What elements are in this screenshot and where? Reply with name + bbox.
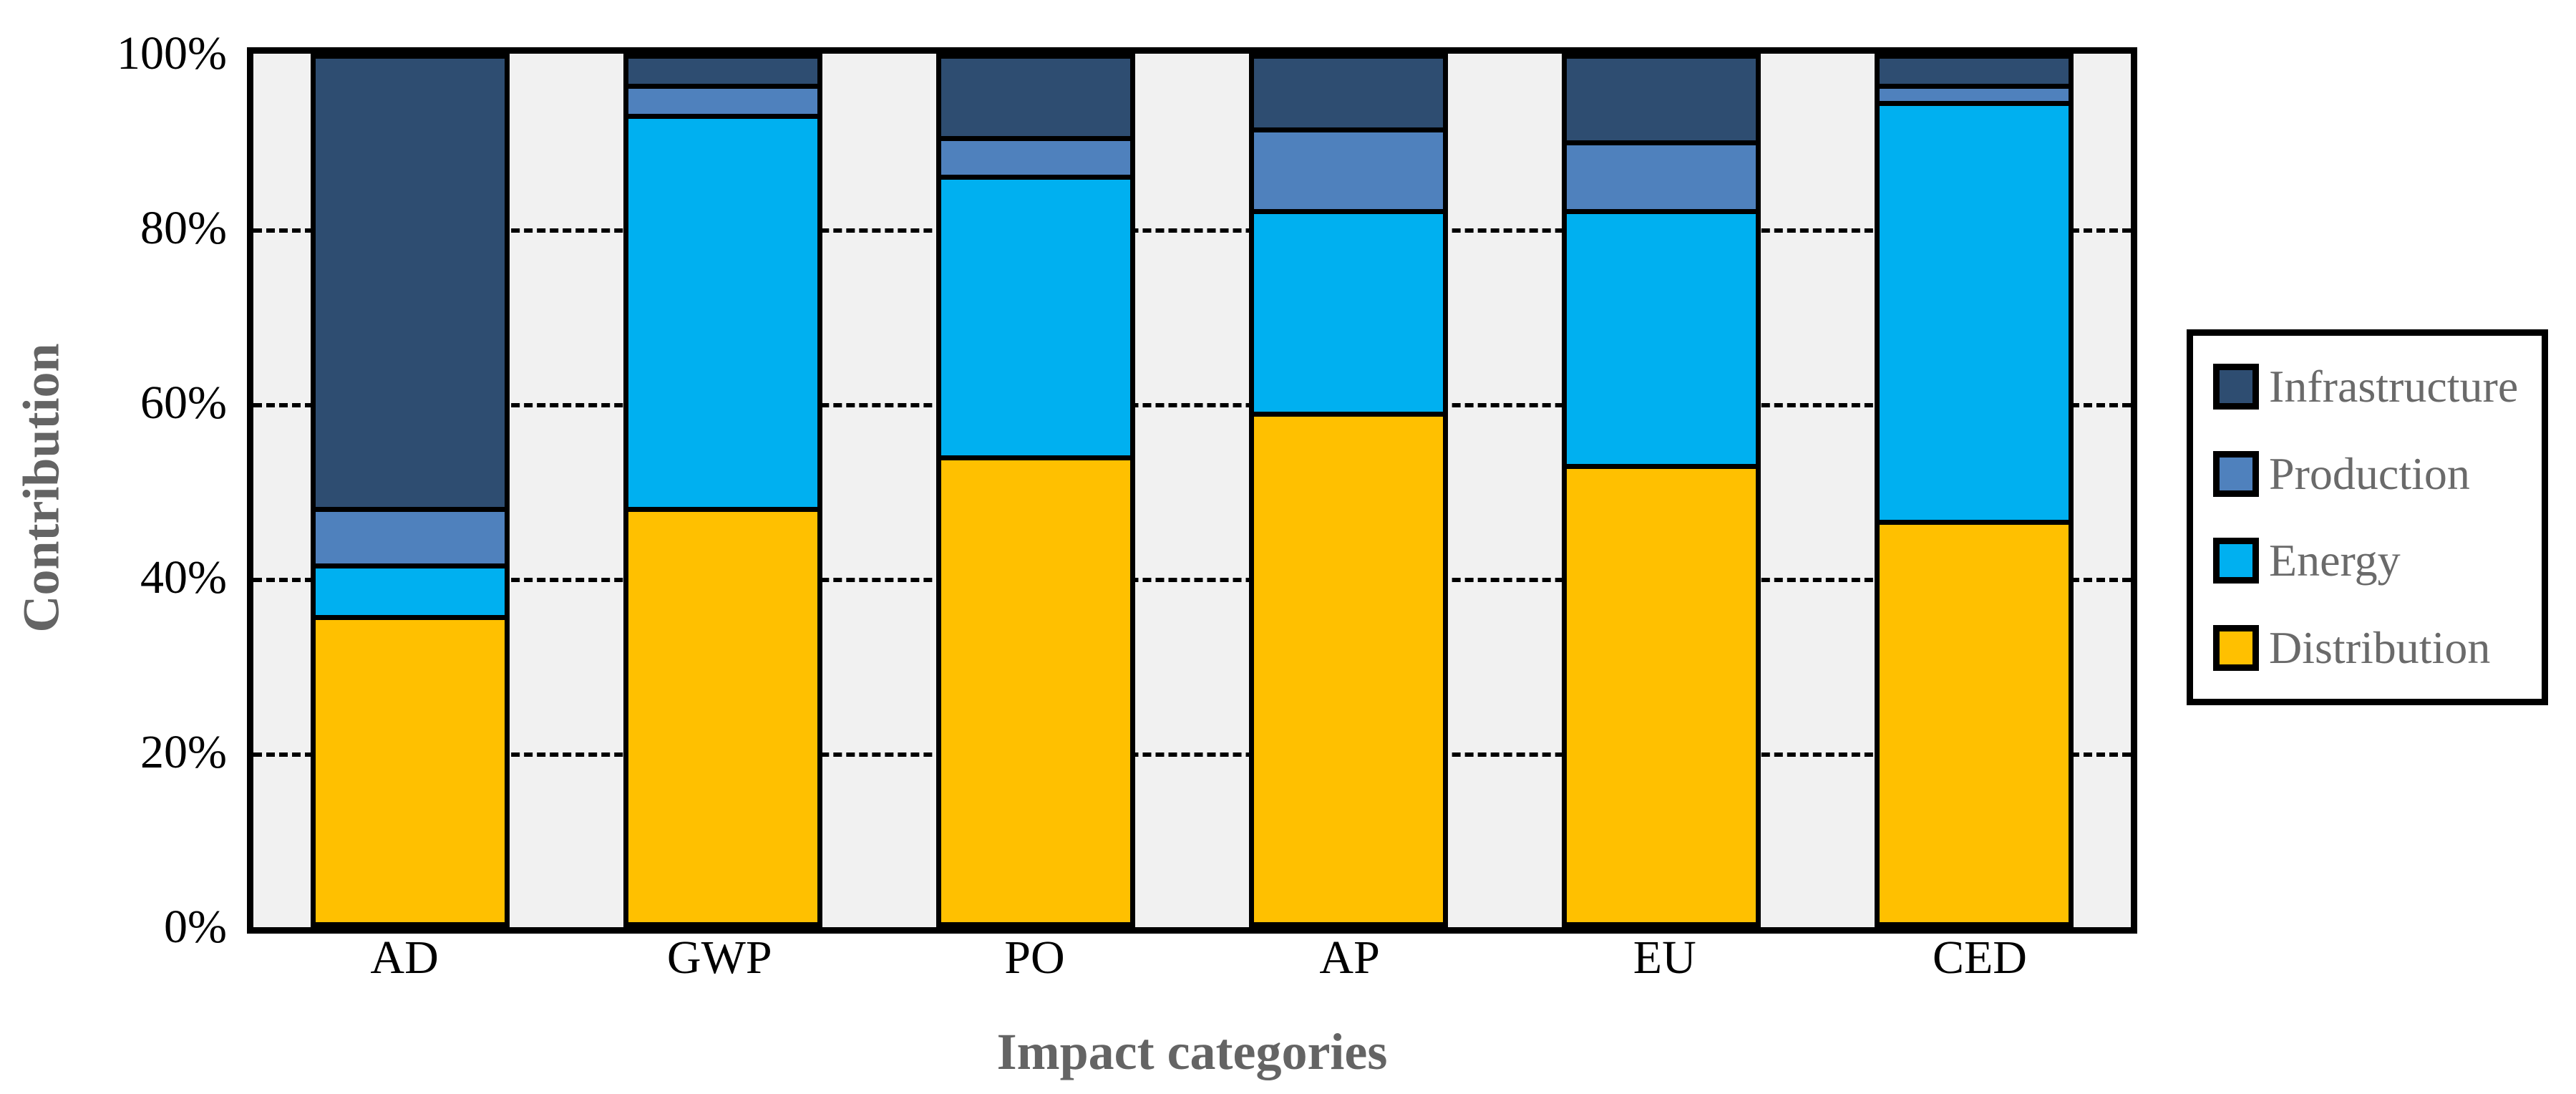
segment-eu-energy [1567,214,1756,469]
segment-ap-distribution [1254,417,1444,922]
segment-po-infrastructure [941,59,1130,141]
legend-label-infrastructure: Infrastructure [2269,360,2519,412]
segment-ad-infrastructure [315,59,505,513]
segment-gwp-energy [628,119,817,513]
legend-item-infrastructure: Infrastructure [2213,360,2542,413]
stacked-bar-ap [1249,54,1449,927]
stacked-bar-ced [1875,54,2074,927]
legend-label-distribution: Distribution [2269,622,2491,674]
bar-slot-gwp [566,54,879,927]
segment-ced-infrastructure [1880,59,2069,89]
segment-ad-production [315,512,505,568]
x-tick-label-ad: AD [370,931,439,984]
legend-item-energy: Energy [2213,534,2542,587]
legend-item-production: Production [2213,447,2542,500]
x-axis-title: Impact categories [996,1023,1388,1080]
x-tick-label-po: PO [1004,931,1065,984]
stacked-bar-ad [310,54,510,927]
bar-slot-ad [253,54,566,927]
y-tick-label-40: 40% [140,551,227,604]
segment-po-production [941,140,1130,180]
segment-ap-energy [1254,214,1444,417]
segment-eu-production [1567,145,1756,215]
segment-eu-infrastructure [1567,59,1756,145]
segment-po-energy [941,179,1130,460]
plot-area [247,47,2137,934]
legend-label-production: Production [2269,447,2470,499]
gridline-20 [253,752,2131,757]
segment-po-distribution [941,460,1130,922]
bar-slot-po [879,54,1192,927]
segment-eu-distribution [1567,468,1756,922]
gridline-80 [253,228,2131,233]
y-tick-label-20: 20% [140,726,227,778]
segment-ap-production [1254,132,1444,215]
segment-ced-distribution [1880,525,2069,922]
legend-box: Infrastructure Production Energy Distributi… [2187,329,2548,705]
x-tick-label-eu: EU [1633,931,1696,984]
y-tick-label-80: 80% [140,202,227,254]
bar-slot-ap [1192,54,1505,927]
segment-ad-energy [315,568,505,620]
x-tick-label-ced: CED [1932,931,2027,984]
segment-gwp-distribution [628,512,817,922]
y-tick-label-0: 0% [164,901,227,953]
segment-ad-distribution [315,619,505,922]
y-tick-label-100: 100% [117,27,227,79]
legend-label-energy: Energy [2269,535,2401,586]
y-axis-title: Contribution [12,343,70,633]
legend-swatch-infrastructure [2213,363,2259,410]
segment-gwp-infrastructure [628,59,817,89]
stacked-bar-gwp [623,54,822,927]
gridline-40 [253,578,2131,582]
gridline-60 [253,403,2131,407]
legend-swatch-energy [2213,538,2259,584]
bar-slot-ced [1818,54,2131,927]
legend-swatch-distribution [2213,625,2259,672]
segment-ced-production [1880,89,2069,107]
x-tick-label-ap: AP [1319,931,1380,984]
bar-slot-eu [1505,54,1818,927]
segment-ap-infrastructure [1254,59,1444,132]
legend-swatch-production [2213,450,2259,497]
segment-ced-energy [1880,106,2069,526]
stacked-bar-eu [1562,54,1761,927]
bars-layer [253,54,2131,927]
legend-item-distribution: Distribution [2213,621,2542,674]
x-axis-tick-labels: AD GWP PO AP EU CED [247,931,2137,985]
x-tick-label-gwp: GWP [666,931,772,984]
y-tick-label-60: 60% [140,377,227,429]
segment-gwp-production [628,89,817,120]
stacked-bar-po [935,54,1135,927]
